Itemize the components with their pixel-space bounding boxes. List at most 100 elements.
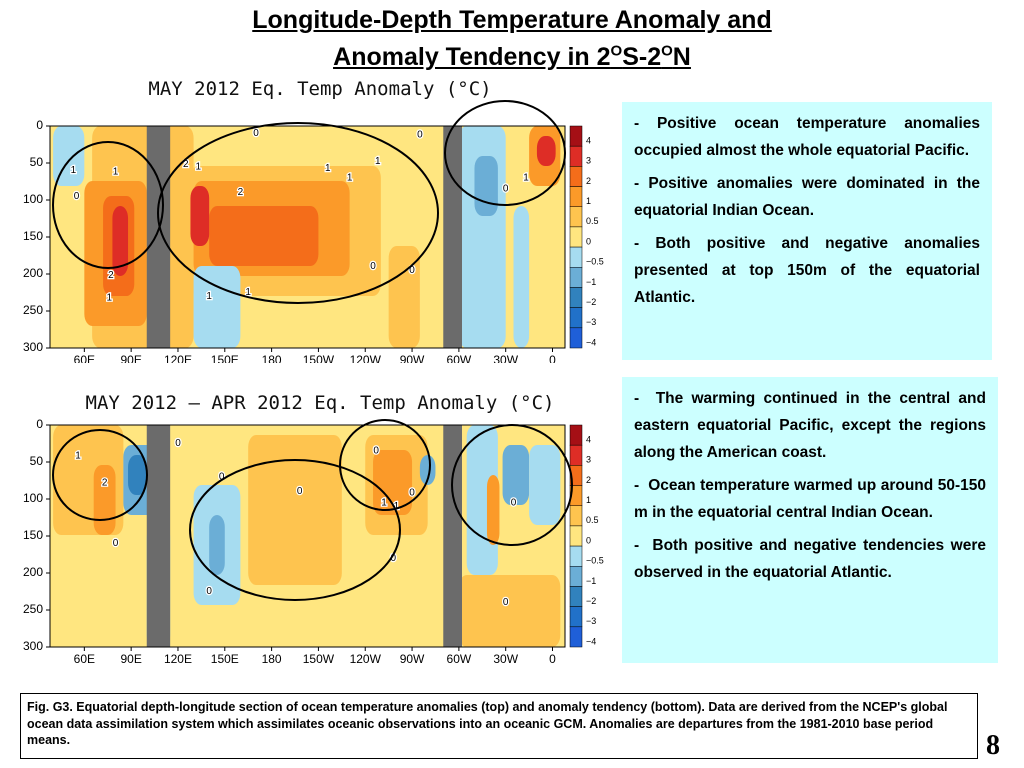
colorbar-swatch <box>569 186 583 207</box>
anomaly-patch <box>536 136 556 166</box>
contour-label: 0 <box>206 586 212 597</box>
x-tick-label: 120W <box>350 652 382 666</box>
contour-label: 0 <box>113 538 119 549</box>
colorbar-swatch <box>569 125 583 147</box>
contour-label: 2 <box>108 270 114 281</box>
contour-label: 1 <box>75 451 81 462</box>
colorbar-swatch <box>569 327 583 349</box>
anomaly-patch <box>93 465 116 535</box>
contour-label: 1 <box>381 497 387 508</box>
x-tick-label: 120E <box>164 652 192 666</box>
colorbar-swatch <box>569 545 583 567</box>
slide-title: Longitude-Depth Temperature Anomaly and … <box>0 4 1024 73</box>
contour-label: 0 <box>175 438 181 449</box>
contour-label: 0 <box>74 191 80 202</box>
highlight-ellipse <box>444 100 566 206</box>
colorbar-swatch <box>569 626 583 648</box>
y-tick-label: 200 <box>23 565 43 579</box>
contour-label: 1 <box>523 172 529 183</box>
x-tick-label: 90E <box>120 353 141 363</box>
contour-label: 2 <box>102 477 108 488</box>
contour-label: 0 <box>503 597 509 608</box>
y-tick-label: 200 <box>23 266 43 280</box>
y-tick-label: 50 <box>30 155 44 169</box>
bottom-chart-title: MAY 2012 — APR 2012 Eq. Temp Anomaly (°C… <box>85 392 555 414</box>
colorbar-label: 0 <box>586 535 591 545</box>
colorbar-swatch <box>569 505 583 527</box>
y-tick-label: 150 <box>23 229 43 243</box>
x-tick-label: 60W <box>447 353 472 363</box>
contour-label: 1 <box>113 167 119 178</box>
highlight-ellipse <box>339 419 431 511</box>
colorbar-swatch <box>569 525 583 547</box>
contour-label: 1 <box>347 172 353 183</box>
y-tick-label: 300 <box>23 639 43 653</box>
colorbar-label: −2 <box>586 596 596 606</box>
x-tick-label: 120W <box>350 353 382 363</box>
y-tick-label: 300 <box>23 340 43 354</box>
colorbar-label: −2 <box>586 297 596 307</box>
anomaly-patch <box>502 445 530 505</box>
colorbar-label: −3 <box>586 616 596 626</box>
contour-label: 2 <box>183 159 189 170</box>
y-tick-label: 50 <box>30 454 44 468</box>
land-mask <box>146 126 171 348</box>
x-tick-label: 150E <box>211 652 239 666</box>
contour-label: 0 <box>297 486 303 497</box>
x-tick-label: 180 <box>262 353 282 363</box>
x-tick-label: 120E <box>164 353 192 363</box>
contour-label: 1 <box>195 161 201 172</box>
bullet-5: - Ocean temperature warmed up around 50-… <box>634 477 986 521</box>
colorbar-label: 1 <box>586 495 591 505</box>
colorbar-label: 3 <box>586 455 591 465</box>
contour-label: 1 <box>325 163 331 174</box>
contour-label: 0 <box>391 553 397 564</box>
contour-label: 0 <box>219 471 225 482</box>
x-tick-label: 0 <box>549 353 556 363</box>
anomaly-patch <box>474 156 498 216</box>
anomaly-patch <box>529 445 561 525</box>
highlight-ellipse <box>52 429 148 521</box>
bullet-6: - Both positive and negative tendencies … <box>634 537 986 581</box>
colorbar-label: −3 <box>586 317 596 327</box>
land-mask <box>443 126 462 348</box>
highlight-ellipse <box>189 459 401 601</box>
y-tick-label: 0 <box>36 417 43 431</box>
colorbar-swatch <box>569 267 583 288</box>
anomaly-patch <box>190 186 210 246</box>
plot-area <box>49 424 566 648</box>
x-tick-label: 60E <box>74 652 95 666</box>
bullet-3: - Both positive and negative anomalies p… <box>634 235 981 306</box>
anomaly-patch <box>248 435 342 585</box>
colorbar-swatch <box>569 287 583 308</box>
land-mask <box>443 425 462 647</box>
colorbar-label: 2 <box>586 176 591 186</box>
colorbar-swatch <box>569 246 583 268</box>
y-tick-label: 250 <box>23 602 43 616</box>
contour-label: 1 <box>206 291 212 302</box>
highlight-ellipse <box>451 424 573 546</box>
colorbar-swatch <box>569 606 583 628</box>
anomaly-patch <box>513 206 530 348</box>
colorbar-swatch <box>569 566 583 587</box>
contour-label: 0 <box>409 265 415 276</box>
contour-label: 0 <box>373 446 379 457</box>
anomaly-patch <box>209 515 225 575</box>
anomaly-patch <box>458 575 561 647</box>
title-line-2: Anomaly Tendency in 2OS-2ON <box>333 43 691 72</box>
bullet-2: - Positive anomalies were dominated in t… <box>634 175 980 219</box>
colorbar-label: 0.5 <box>586 216 599 226</box>
contour-label: 2 <box>238 187 244 198</box>
colorbar-swatch <box>569 586 583 607</box>
x-tick-label: 180 <box>262 652 282 666</box>
colorbar-label: −1 <box>586 576 596 586</box>
figure-caption: Fig. G3. Equatorial depth-longitude sect… <box>20 693 978 759</box>
anomaly-patch <box>486 475 500 545</box>
colorbar-swatch <box>569 226 583 248</box>
summary-box-top: - Positive ocean temperature anomalies o… <box>622 102 992 360</box>
colorbar-swatch <box>569 444 583 466</box>
anomaly-patch <box>419 455 436 485</box>
colorbar-label: 4 <box>586 136 591 146</box>
